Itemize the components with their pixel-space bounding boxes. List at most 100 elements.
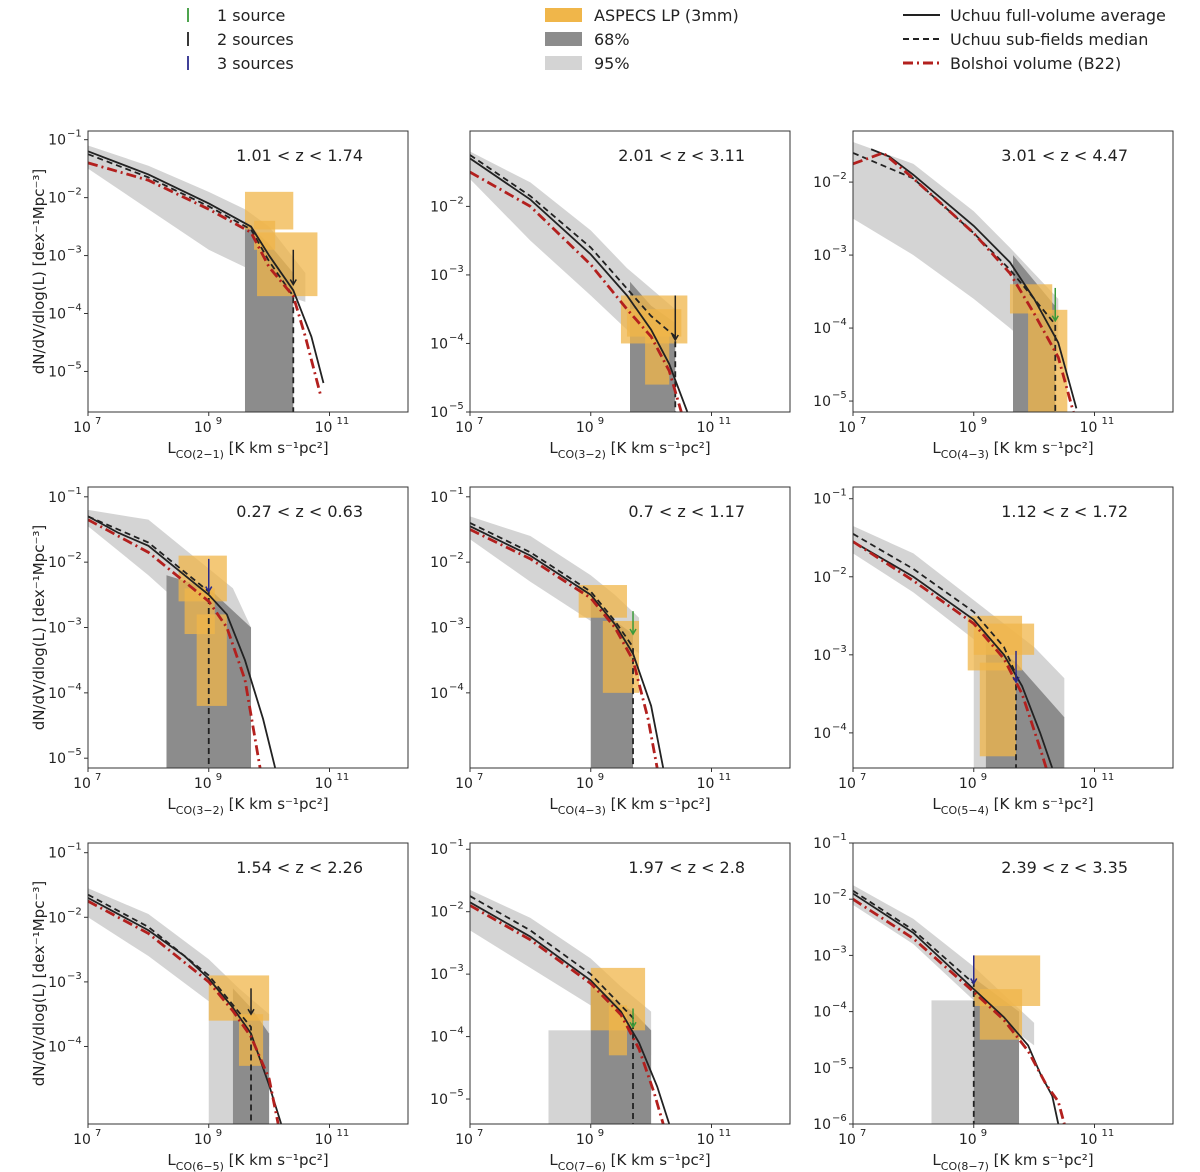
x-tick-label: 10 <box>697 1132 715 1148</box>
x-tick-label: 10 <box>1080 776 1098 792</box>
x-tick-exponent: 7 <box>477 772 483 783</box>
y-tick-label: 10 <box>430 967 448 983</box>
x-axis-label: LCO(3−2) [K km s⁻¹pc²] <box>549 439 710 461</box>
y-tick-exponent: −2 <box>67 906 82 917</box>
x-tick-label: 10 <box>315 776 333 792</box>
y-tick-label: 10 <box>48 621 66 637</box>
x-tick-label: 10 <box>455 1132 473 1148</box>
uchuu-avg-line <box>853 540 1054 768</box>
y-tick-exponent: −5 <box>67 747 82 758</box>
y-tick-label: 10 <box>813 248 831 264</box>
x-tick-exponent: 11 <box>337 1128 350 1139</box>
y-tick-exponent: −1 <box>67 842 82 853</box>
uchuu-avg-line <box>88 515 277 768</box>
x-tick-exponent: 7 <box>860 416 866 427</box>
y-tick-label: 10 <box>48 686 66 702</box>
bolshoi-line <box>853 898 1066 1124</box>
y-tick-label: 10 <box>48 249 66 265</box>
aspecs-box <box>578 585 627 618</box>
x-tick-exponent: 7 <box>95 1128 101 1139</box>
x-tick-label: 10 <box>576 420 594 436</box>
uchuu-median-line <box>88 893 252 1124</box>
panel-title: 0.7 < z < 1.17 <box>628 502 745 521</box>
x-tick-label: 10 <box>838 1132 856 1148</box>
aspecs-box <box>196 614 227 706</box>
x-axis-label: LCO(3−2) [K km s⁻¹pc²] <box>167 795 328 817</box>
y-tick-exponent: −2 <box>449 551 464 562</box>
plot-area <box>853 885 1066 1124</box>
x-axis-label: LCO(6−5) [K km s⁻¹pc²] <box>167 1151 328 1172</box>
x-tick-label: 10 <box>73 776 91 792</box>
plot-area <box>88 145 325 412</box>
y-tick-label: 10 <box>430 842 448 858</box>
panel-title: 1.54 < z < 2.26 <box>236 858 363 877</box>
x-tick-exponent: 7 <box>860 772 866 783</box>
y-tick-exponent: −2 <box>832 566 847 577</box>
y-tick-label: 10 <box>430 199 448 215</box>
x-tick-label: 10 <box>1080 1132 1098 1148</box>
y-tick-label: 10 <box>48 307 66 323</box>
legend-uchuu-avg-label: Uchuu full-volume average <box>950 6 1166 25</box>
y-tick-exponent: −2 <box>67 187 82 198</box>
x-tick-label: 10 <box>1080 420 1098 436</box>
x-axis-label: LCO(5−4) [K km s⁻¹pc²] <box>932 795 1093 817</box>
x-tick-label: 10 <box>455 776 473 792</box>
axes-frame <box>469 130 791 413</box>
y-tick-label: 10 <box>48 975 66 991</box>
y-tick-exponent: −3 <box>67 971 82 982</box>
uchuu-median-line <box>853 890 975 1124</box>
y-tick-exponent: −3 <box>67 245 82 256</box>
y-tick-label: 10 <box>48 846 66 862</box>
x-tick-label: 10 <box>959 776 977 792</box>
panel-title: 3.01 < z < 4.47 <box>1001 146 1128 165</box>
legend-1-source-label: 1 source <box>217 6 285 25</box>
y-tick-label: 10 <box>48 133 66 149</box>
uchuu-median-line <box>853 533 1017 768</box>
y-tick-exponent: −3 <box>832 944 847 955</box>
y-tick-label: 10 <box>430 336 448 352</box>
y-axis-label: dN/dV/dlog(L) [dex⁻¹Mpc⁻³] <box>30 881 48 1087</box>
y-tick-exponent: −5 <box>449 1088 464 1099</box>
y-tick-label: 10 <box>430 621 448 637</box>
x-tick-label: 10 <box>73 420 91 436</box>
aspecs-box <box>973 623 1035 655</box>
axes-frame <box>87 842 409 1125</box>
y-tick-label: 10 <box>48 490 66 506</box>
y-tick-exponent: −1 <box>67 129 82 140</box>
y-tick-exponent: −2 <box>832 171 847 182</box>
bolshoi-line <box>470 528 659 768</box>
axes-frame <box>87 130 409 413</box>
uchuu-avg-line <box>470 157 689 412</box>
x-tick-exponent: 9 <box>216 416 222 427</box>
legend: 1 source 2 sources 3 sources ASPECS LP (… <box>187 6 1166 73</box>
x-tick-label: 10 <box>959 1132 977 1148</box>
plot-area <box>470 889 671 1124</box>
x-tick-exponent: 9 <box>598 416 604 427</box>
x-tick-label: 10 <box>194 1132 212 1148</box>
bolshoi-line <box>88 899 280 1124</box>
bolshoi-line <box>470 170 683 412</box>
x-tick-exponent: 11 <box>1102 772 1115 783</box>
x-axis-label: LCO(4−3) [K km s⁻¹pc²] <box>932 439 1093 461</box>
x-tick-exponent: 7 <box>95 416 101 427</box>
panel-title: 1.12 < z < 1.72 <box>1001 502 1128 521</box>
legend-3-sources-label: 3 sources <box>217 54 294 73</box>
x-tick-exponent: 9 <box>981 416 987 427</box>
x-axis-label: LCO(8−7) [K km s⁻¹pc²] <box>932 1151 1093 1172</box>
axes-frame <box>852 130 1174 413</box>
y-tick-exponent: −5 <box>832 1057 847 1068</box>
x-tick-label: 10 <box>959 420 977 436</box>
y-tick-exponent: −2 <box>449 901 464 912</box>
y-axis-label: dN/dV/dlog(L) [dex⁻¹Mpc⁻³] <box>30 525 48 731</box>
y-tick-label: 10 <box>48 910 66 926</box>
y-tick-exponent: −2 <box>449 195 464 206</box>
aspecs-box <box>608 1005 627 1056</box>
y-tick-label: 10 <box>430 405 448 421</box>
y-tick-label: 10 <box>48 751 66 767</box>
